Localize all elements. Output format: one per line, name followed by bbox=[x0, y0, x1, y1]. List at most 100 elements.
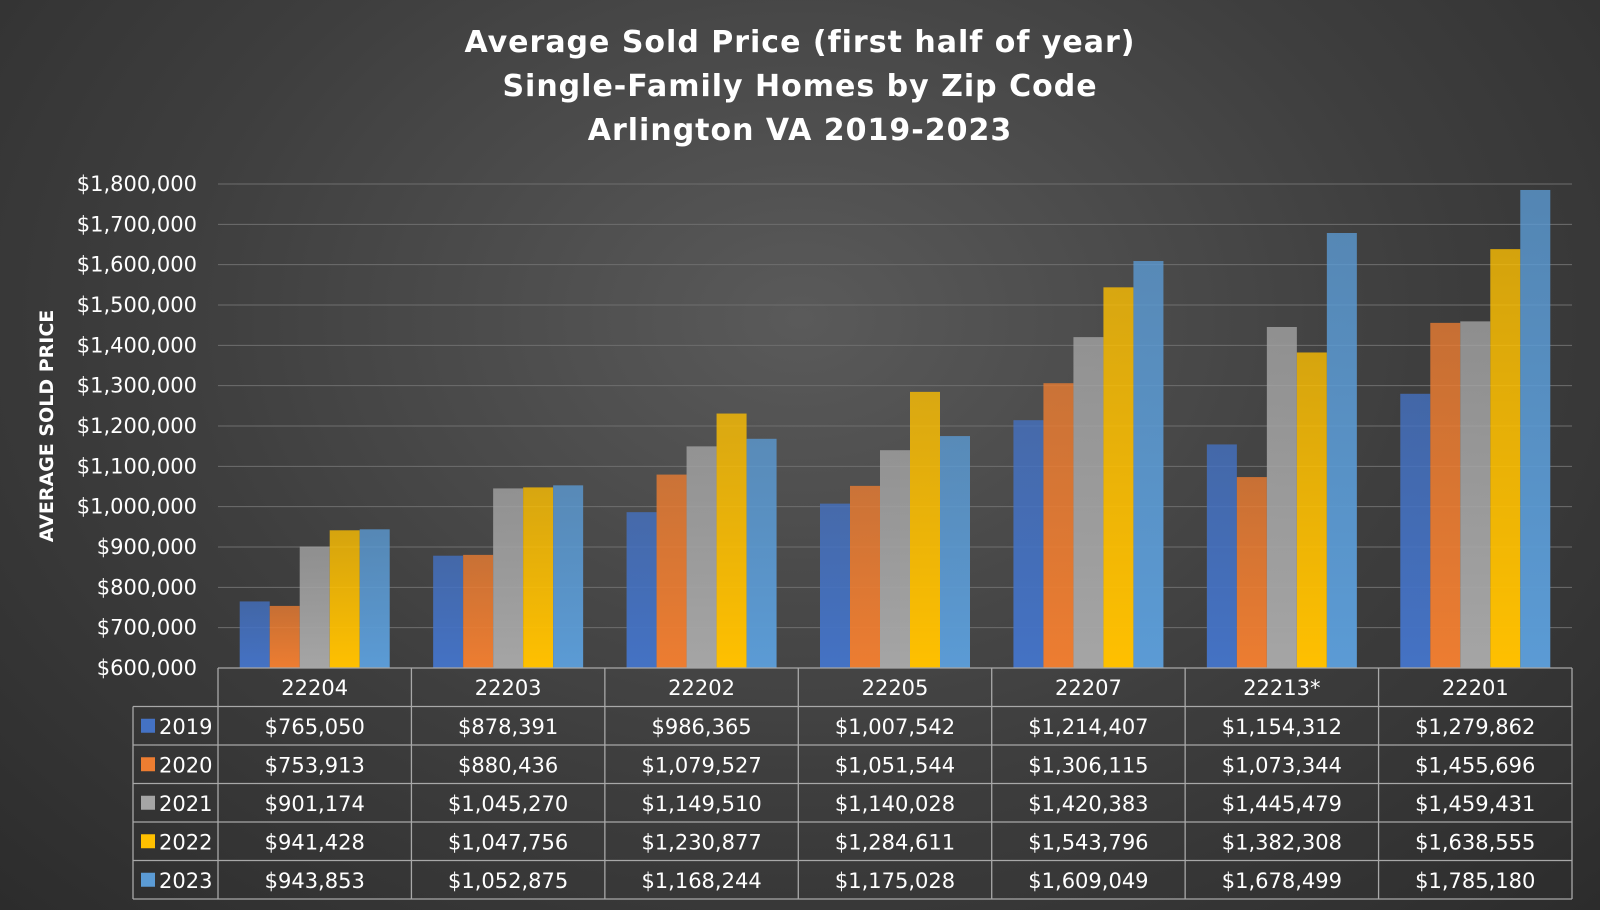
y-axis-ticks: $600,000 $700,000 $800,000 $900,000 $1,000,0… bbox=[77, 172, 197, 680]
bar-22207-2019 bbox=[1013, 420, 1044, 668]
data-label: $1,073,344 bbox=[1222, 753, 1342, 777]
legend-label: 2019 bbox=[159, 715, 212, 739]
data-label: $901,174 bbox=[265, 792, 365, 816]
data-label: $1,052,875 bbox=[448, 869, 568, 893]
data-label: $1,785,180 bbox=[1415, 869, 1535, 893]
y-tick-label: $1,500,000 bbox=[77, 293, 197, 317]
bar-22202-2023 bbox=[746, 438, 777, 668]
x-tick-label: 22207 bbox=[1055, 676, 1122, 700]
y-tick-label: $1,300,000 bbox=[77, 374, 197, 398]
data-label: $943,853 bbox=[265, 869, 365, 893]
bar-22205-2019 bbox=[820, 503, 850, 668]
data-label: $1,279,862 bbox=[1415, 715, 1535, 739]
y-tick-label: $1,000,000 bbox=[77, 495, 197, 519]
data-label: $878,391 bbox=[458, 715, 558, 739]
legend-label: 2020 bbox=[159, 753, 212, 777]
data-label: $1,045,270 bbox=[448, 792, 568, 816]
legend-key-2019 bbox=[141, 718, 155, 733]
bar-22204-2021 bbox=[299, 546, 330, 668]
bar-22201-2019 bbox=[1400, 393, 1431, 668]
data-label: $1,168,244 bbox=[641, 869, 761, 893]
y-tick-label: $700,000 bbox=[97, 616, 197, 640]
data-label: $1,007,542 bbox=[835, 715, 955, 739]
bar-22202-2022 bbox=[716, 413, 747, 668]
y-tick-label: $900,000 bbox=[97, 535, 197, 559]
legend-label: 2021 bbox=[159, 792, 212, 816]
bar-22205-2022 bbox=[910, 391, 940, 668]
y-tick-label: $1,800,000 bbox=[77, 172, 197, 196]
chart-title: Average Sold Price (first half of year) … bbox=[464, 25, 1135, 148]
y-tick-label: $1,200,000 bbox=[77, 414, 197, 438]
y-tick-label: $800,000 bbox=[97, 575, 197, 599]
data-table: 22204 22203 22202 22205 22207 22213* 22201 2019… bbox=[132, 667, 1573, 900]
chart-title-line-2: Single-Family Homes by Zip Code bbox=[502, 69, 1097, 104]
bar-22203-2022 bbox=[523, 487, 554, 668]
bar-22202-2019 bbox=[626, 512, 657, 668]
x-tick-label: 22213* bbox=[1243, 676, 1320, 700]
x-tick-label: 22203 bbox=[475, 676, 542, 700]
data-label: $1,149,510 bbox=[641, 792, 761, 816]
bar-22202-2020 bbox=[656, 474, 687, 668]
bar-22204-2020 bbox=[269, 605, 300, 668]
y-tick-label: $1,100,000 bbox=[77, 454, 197, 478]
bar-22201-2020 bbox=[1430, 322, 1461, 668]
legend-label: 2022 bbox=[159, 830, 212, 854]
legend-key-2022 bbox=[141, 834, 155, 849]
data-label: $1,140,028 bbox=[835, 792, 955, 816]
y-tick-label: $1,400,000 bbox=[77, 333, 197, 357]
legend-key-2020 bbox=[141, 757, 155, 772]
bar-22201-2022 bbox=[1490, 249, 1521, 668]
data-label: $1,284,611 bbox=[835, 830, 955, 854]
legend-key-2021 bbox=[141, 795, 155, 810]
bar-22204-2023 bbox=[359, 529, 390, 668]
bar-22213-2021 bbox=[1266, 326, 1297, 668]
data-label: $1,079,527 bbox=[641, 753, 761, 777]
x-tick-label: 22205 bbox=[862, 676, 929, 700]
x-tick-label: 22202 bbox=[668, 676, 735, 700]
data-label: $1,047,756 bbox=[448, 830, 568, 854]
bar-22205-2020 bbox=[850, 485, 880, 668]
legend-key-2023 bbox=[141, 872, 155, 887]
chart-title-line-3: Arlington VA 2019-2023 bbox=[588, 113, 1012, 148]
data-label: $1,459,431 bbox=[1415, 792, 1535, 816]
data-label: $1,175,028 bbox=[835, 869, 955, 893]
data-label: $880,436 bbox=[458, 753, 558, 777]
bar-22213-2020 bbox=[1236, 477, 1267, 668]
y-axis-label: AVERAGE SOLD PRICE bbox=[36, 310, 58, 543]
bar-22204-2022 bbox=[329, 530, 360, 668]
data-label: $1,154,312 bbox=[1222, 715, 1342, 739]
data-label: $1,230,877 bbox=[641, 830, 761, 854]
bar-22205-2021 bbox=[880, 450, 910, 668]
bars bbox=[239, 189, 1551, 668]
data-label: $1,051,544 bbox=[835, 753, 955, 777]
bar-22203-2019 bbox=[433, 555, 464, 668]
data-label: $1,420,383 bbox=[1028, 792, 1148, 816]
bar-22202-2021 bbox=[686, 446, 717, 668]
data-label: $765,050 bbox=[265, 715, 365, 739]
data-label: $753,913 bbox=[265, 753, 365, 777]
data-label: $1,214,407 bbox=[1028, 715, 1148, 739]
bar-22203-2020 bbox=[463, 554, 494, 668]
data-label: $1,678,499 bbox=[1222, 869, 1342, 893]
data-label: $1,638,555 bbox=[1415, 830, 1535, 854]
bar-22201-2023 bbox=[1520, 189, 1551, 668]
bar-22203-2023 bbox=[553, 485, 584, 668]
y-tick-label: $1,600,000 bbox=[77, 253, 197, 277]
y-tick-label: $1,700,000 bbox=[77, 212, 197, 236]
bar-22207-2023 bbox=[1133, 261, 1164, 668]
data-label: $1,609,049 bbox=[1028, 869, 1148, 893]
bar-22205-2023 bbox=[940, 436, 970, 668]
bar-22207-2020 bbox=[1043, 383, 1074, 668]
bar-22204-2019 bbox=[239, 601, 270, 668]
x-tick-label: 22204 bbox=[281, 676, 348, 700]
bar-22207-2021 bbox=[1073, 337, 1104, 668]
bar-22201-2021 bbox=[1460, 321, 1491, 668]
data-label: $1,455,696 bbox=[1415, 753, 1535, 777]
bar-22213-2019 bbox=[1206, 444, 1237, 668]
data-label: $1,445,479 bbox=[1222, 792, 1342, 816]
data-label: $1,543,796 bbox=[1028, 830, 1148, 854]
chart-title-line-1: Average Sold Price (first half of year) bbox=[464, 25, 1135, 60]
data-label: $941,428 bbox=[265, 830, 365, 854]
legend-label: 2023 bbox=[159, 869, 212, 893]
